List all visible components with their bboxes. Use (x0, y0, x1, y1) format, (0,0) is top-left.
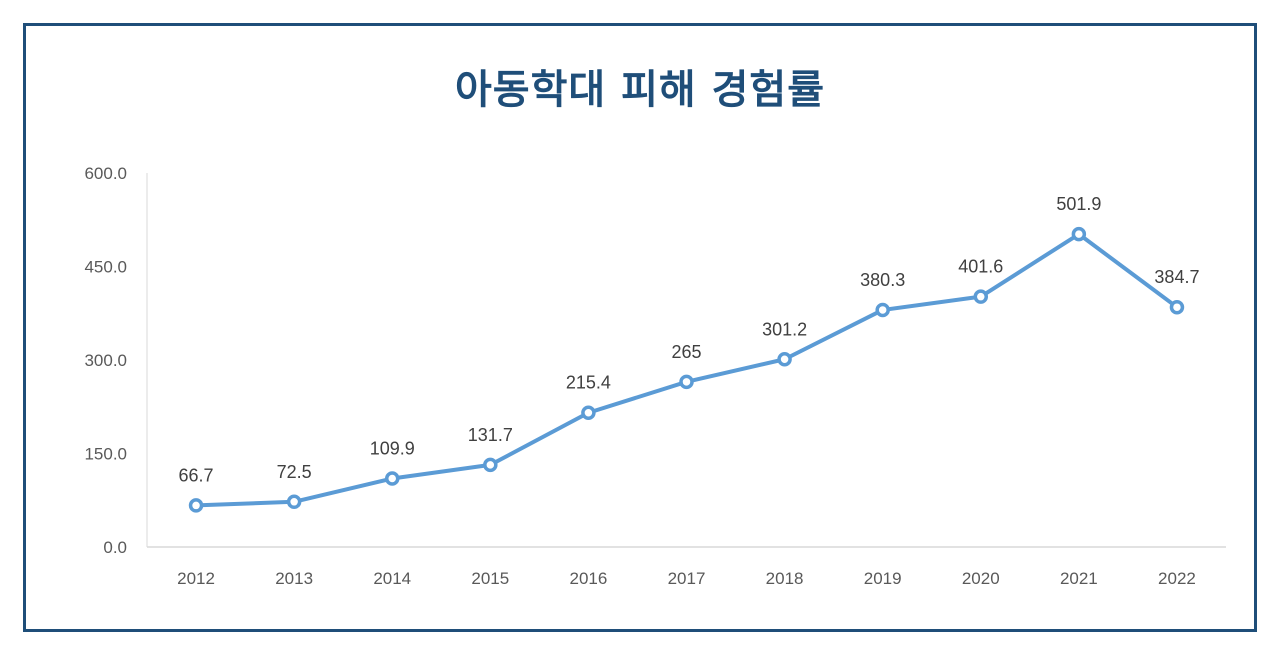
data-point (384, 471, 400, 486)
data-point (581, 405, 596, 420)
data-label: 380.3 (860, 270, 905, 290)
y-tick-labels: 0.0 150.0 300.0 450.0 600.0 (84, 164, 127, 557)
y-tick-label: 150.0 (84, 445, 127, 464)
data-point (973, 289, 989, 304)
y-tick-label: 0.0 (103, 538, 127, 557)
x-tick-label: 2017 (668, 569, 706, 588)
data-label: 401.6 (958, 257, 1003, 277)
x-tick-labels: 2012 2013 2014 2015 2016 2017 2018 2019 2020 2021… (177, 569, 1196, 588)
x-tick-label: 2013 (275, 569, 313, 588)
y-tick-label: 450.0 (84, 258, 127, 277)
data-label: 301.2 (762, 319, 807, 339)
y-tick-label: 300.0 (84, 351, 127, 370)
data-point (777, 352, 792, 367)
x-tick-label: 2016 (569, 569, 607, 588)
chart-title: 아동학대 피해 경험률 (454, 67, 826, 113)
data-label: 66.7 (179, 465, 214, 485)
x-tick-label: 2012 (177, 569, 215, 588)
data-point (875, 302, 890, 318)
x-tick-label: 2018 (766, 569, 804, 588)
data-label: 72.5 (277, 462, 312, 482)
data-label: 501.9 (1056, 194, 1101, 214)
data-point (1071, 226, 1087, 242)
series-line (194, 232, 1179, 508)
x-tick-label: 2014 (373, 569, 411, 588)
data-points (188, 226, 1185, 513)
data-point (679, 374, 694, 390)
data-point (286, 494, 302, 510)
x-tick-label: 2022 (1158, 569, 1196, 588)
x-tick-label: 2019 (864, 569, 902, 588)
data-point (1169, 299, 1185, 315)
data-label: 109.9 (370, 438, 415, 458)
data-label: 215.4 (566, 373, 611, 393)
x-tick-label: 2021 (1060, 569, 1098, 588)
x-tick-label: 2020 (962, 569, 1000, 588)
data-label: 384.7 (1154, 267, 1199, 287)
data-point (483, 457, 498, 473)
data-label: 265 (671, 342, 701, 362)
data-labels: 66.7 72.5 109.9 131.7 215.4 265 301.2 380.3 401.… (179, 194, 1200, 485)
x-tick-label: 2015 (471, 569, 509, 588)
y-tick-label: 600.0 (84, 164, 127, 183)
chart-frame (23, 23, 1257, 632)
data-label: 131.7 (468, 425, 513, 445)
data-point (188, 498, 204, 513)
